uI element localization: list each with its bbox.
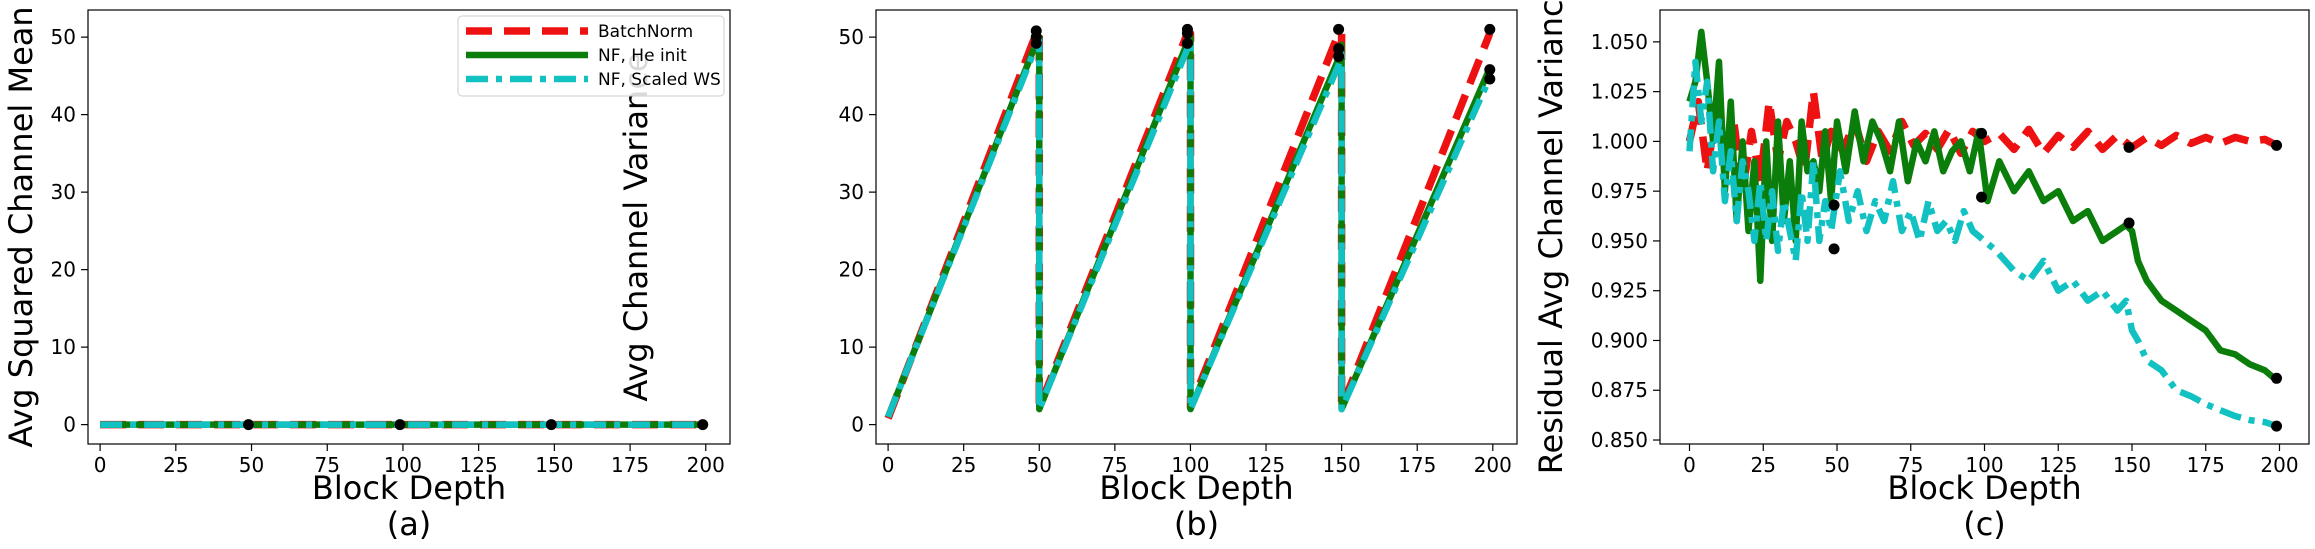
y-tick-label: 0	[63, 413, 76, 437]
endpoint-marker	[1484, 64, 1496, 76]
endpoint-marker	[2123, 217, 2135, 229]
series-group	[884, 29, 1494, 420]
y-tick-label: 1.050	[1591, 30, 1648, 54]
legend-entry: BatchNorm	[598, 22, 693, 42]
x-tick-label: 200	[687, 453, 725, 477]
y-tick-label: 1.025	[1591, 80, 1648, 104]
x-tick-label: 0	[882, 453, 895, 477]
endpoint-marker	[1484, 23, 1496, 35]
y-axis-label: Avg Squared Channel Mean	[2, 6, 40, 447]
x-tick-label: 200	[2260, 453, 2298, 477]
y-tick-label: 10	[51, 335, 76, 359]
x-tick-label: 125	[460, 453, 498, 477]
y-tick-label: 0.950	[1591, 229, 1648, 253]
x-tick-label: 100	[384, 453, 422, 477]
y-tick-label: 0.975	[1591, 179, 1648, 203]
series-line-he-init	[1686, 28, 2279, 383]
x-axis-label: Block Depth	[312, 469, 506, 507]
x-tick-label: 50	[1824, 453, 1849, 477]
endpoint-marker	[1181, 37, 1193, 49]
y-axis-label: Residual Avg Channel Variance	[1532, 0, 1570, 474]
x-tick-label: 150	[535, 453, 573, 477]
endpoint-marker	[1484, 73, 1496, 85]
x-tick-label: 50	[1027, 453, 1052, 477]
x-tick-label: 150	[1323, 453, 1361, 477]
endpoint-marker	[1333, 23, 1345, 35]
x-tick-label: 175	[1398, 453, 1436, 477]
series-line-batchnorm	[1685, 87, 2279, 195]
endpoint-marker	[1181, 27, 1193, 39]
series-group	[1685, 28, 2279, 430]
endpoint-marker	[1976, 127, 1988, 139]
y-tick-label: 20	[51, 258, 76, 282]
y-tick-label: 0.875	[1591, 378, 1648, 402]
y-tick-label: 0.925	[1591, 279, 1648, 303]
endpoint-marker	[2123, 141, 2135, 153]
legend-entry: NF, He init	[598, 46, 687, 66]
x-tick-label: 75	[1102, 453, 1127, 477]
x-tick-label: 100	[1171, 453, 1209, 477]
endpoint-marker	[2271, 420, 2283, 432]
y-tick-label: 10	[839, 335, 864, 359]
y-tick-label: 0.850	[1591, 428, 1648, 452]
x-tick-label: 75	[315, 453, 340, 477]
x-tick-label: 25	[163, 453, 188, 477]
endpoint-marker	[1333, 51, 1345, 62]
endpoint-marker	[2271, 139, 2283, 151]
x-axis-label: Block Depth	[1099, 469, 1293, 507]
x-tick-label: 50	[239, 453, 264, 477]
plot-frame	[875, 9, 1518, 445]
x-axis-label: Block Depth	[1887, 469, 2081, 507]
legend: BatchNorm NF, He init NF, Scaled WS	[457, 15, 725, 97]
x-tick-label: 175	[611, 453, 649, 477]
x-tick-label: 25	[951, 453, 976, 477]
x-tick-label: 0	[1683, 453, 1696, 477]
panel-caption: (a)	[387, 505, 432, 543]
x-tick-label: 200	[1474, 453, 1512, 477]
x-tick-label: 125	[1247, 453, 1285, 477]
chart-panel-c: 0 25 50 75 100 125 150 175 200 0.850 0.875 0.900 0.9…	[1532, 0, 2310, 543]
endpoint-marker	[545, 419, 557, 431]
endpoint-marker	[243, 419, 254, 431]
x-tick-label: 0	[94, 453, 107, 477]
endpoint-marker	[697, 419, 709, 431]
panel-caption: (b)	[1174, 505, 1219, 543]
y-tick-label: 40	[51, 103, 76, 127]
y-axis-label: Avg Channel Variance	[617, 52, 655, 401]
chart-panel-a: 0 25 50 75 100 125 150 175 200 0 10 20 30 40 50 Block D…	[2, 6, 731, 543]
y-tick-label: 40	[839, 103, 864, 127]
x-tick-label: 75	[1898, 453, 1923, 477]
endpoint-marker	[394, 419, 406, 431]
endpoint-marker	[2271, 372, 2283, 384]
y-tick-label: 30	[51, 180, 76, 204]
chart-panel-b: 0 25 50 75 100 125 150 175 200 0 10 20 30 40 50 Block D…	[617, 9, 1518, 543]
plot-frame	[87, 9, 731, 445]
y-tick-label: 50	[839, 25, 864, 49]
x-tick-label: 150	[2113, 453, 2151, 477]
x-tick-label: 100	[1965, 453, 2003, 477]
x-tick-label: 175	[2187, 453, 2225, 477]
endpoint-marker	[1828, 243, 1840, 255]
y-tick-label: 50	[51, 25, 76, 49]
panel-caption: (c)	[1963, 505, 2006, 543]
endpoint-marker	[1976, 191, 1988, 203]
y-tick-label: 0	[851, 413, 864, 437]
y-tick-label: 30	[839, 180, 864, 204]
x-tick-label: 125	[2039, 453, 2077, 477]
endpoint-marker	[1333, 43, 1345, 55]
y-tick-label: 1.000	[1591, 129, 1648, 153]
x-tick-label: 25	[1751, 453, 1776, 477]
legend-entry: NF, Scaled WS	[598, 70, 721, 90]
endpoint-marker	[1828, 199, 1840, 211]
y-tick-label: 20	[839, 258, 864, 282]
series-line-scaled-ws	[1686, 58, 2278, 430]
y-tick-label: 0.900	[1591, 328, 1648, 352]
endpoint-marker	[1030, 37, 1042, 49]
